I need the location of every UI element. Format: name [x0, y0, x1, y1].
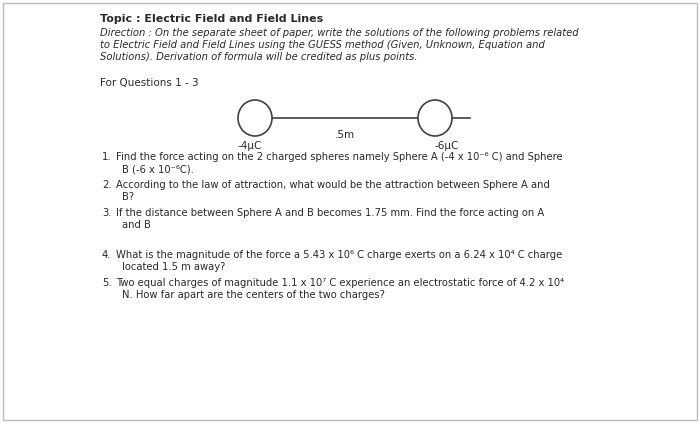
Text: B (-6 x 10⁻⁶C).: B (-6 x 10⁻⁶C).	[122, 164, 194, 174]
Text: 2.: 2.	[102, 180, 111, 190]
Text: 5.: 5.	[102, 278, 111, 288]
Text: to Electric Field and Field Lines using the GUESS method (Given, Unknown, Equati: to Electric Field and Field Lines using …	[100, 40, 545, 50]
Text: 3.: 3.	[102, 208, 111, 218]
Text: .5m: .5m	[335, 130, 355, 140]
Text: -6μC: -6μC	[435, 141, 459, 151]
Text: 4.: 4.	[102, 250, 111, 260]
Text: If the distance between Sphere A and B becomes 1.75 mm. Find the force acting on: If the distance between Sphere A and B b…	[116, 208, 545, 218]
Text: -4μC: -4μC	[238, 141, 262, 151]
Text: According to the law of attraction, what would be the attraction between Sphere : According to the law of attraction, what…	[116, 180, 550, 190]
FancyBboxPatch shape	[3, 3, 697, 420]
Ellipse shape	[238, 100, 272, 136]
Text: Topic : Electric Field and Field Lines: Topic : Electric Field and Field Lines	[100, 14, 323, 24]
Text: and B: and B	[122, 220, 151, 230]
Ellipse shape	[418, 100, 452, 136]
Text: Two equal charges of magnitude 1.1 x 10⁷ C experience an electrostatic force of : Two equal charges of magnitude 1.1 x 10⁷…	[116, 278, 564, 288]
Text: 1.: 1.	[102, 152, 111, 162]
Text: Direction : On the separate sheet of paper, write the solutions of the following: Direction : On the separate sheet of pap…	[100, 28, 579, 38]
Text: What is the magnitude of the force a 5.43 x 10⁶ C charge exerts on a 6.24 x 10⁴ : What is the magnitude of the force a 5.4…	[116, 250, 562, 260]
Text: B?: B?	[122, 192, 134, 202]
Text: Solutions). Derivation of formula will be credited as plus points.: Solutions). Derivation of formula will b…	[100, 52, 417, 62]
Text: N. How far apart are the centers of the two charges?: N. How far apart are the centers of the …	[122, 290, 385, 300]
Text: For Questions 1 - 3: For Questions 1 - 3	[100, 78, 199, 88]
Text: located 1.5 m away?: located 1.5 m away?	[122, 262, 225, 272]
Text: Find the force acting on the 2 charged spheres namely Sphere A (-4 x 10⁻⁶ C) and: Find the force acting on the 2 charged s…	[116, 152, 563, 162]
